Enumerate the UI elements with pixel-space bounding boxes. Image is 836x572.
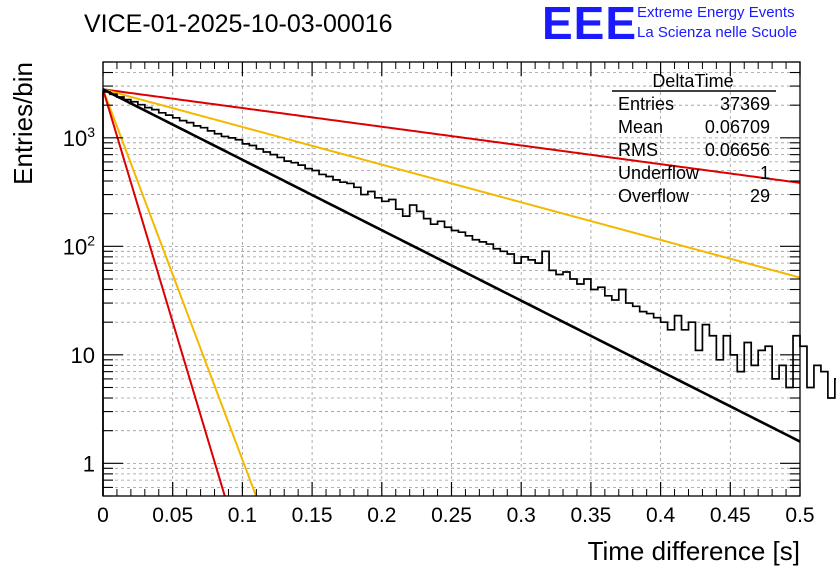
chart-title: VICE-01-2025-10-03-00016 <box>84 10 393 38</box>
x-axis-label: Time difference [s] <box>588 536 800 566</box>
upper-band-red-curve <box>102 88 801 184</box>
stats-label-underflow: Underflow <box>618 163 700 183</box>
x-tick-label: 0.05 <box>152 504 193 527</box>
y-tick-label: 103 <box>63 124 95 151</box>
x-tick-label: 0.35 <box>570 504 611 527</box>
x-tick-label: 0.2 <box>367 504 396 527</box>
stats-label-mean: Mean <box>618 117 663 137</box>
stats-label-rms: RMS <box>618 140 658 160</box>
stats-label-overflow: Overflow <box>618 186 690 206</box>
histogram <box>102 91 836 496</box>
x-tick-label: 0.25 <box>431 504 472 527</box>
stats-value-rms: 0.06656 <box>705 140 770 160</box>
fit-curve <box>102 88 801 443</box>
x-tick-label: 0.1 <box>228 504 257 527</box>
y-axis-label: Entries/bin <box>8 62 38 185</box>
logo-subtitle-1: Extreme Energy Events <box>637 4 795 21</box>
axes: 0 0.05 0.1 0.15 0.2 0.25 0.3 0.35 0.4 0.45 0.5 1 10 1… <box>63 61 815 527</box>
histogram-outline <box>102 91 836 496</box>
y-tick-label: 1 <box>83 451 95 476</box>
x-tick-label: 0.4 <box>646 504 676 527</box>
fit-curve <box>102 88 801 443</box>
stats-value-mean: 0.06709 <box>705 117 770 137</box>
lower-band-red-curve <box>102 89 226 497</box>
stats-value-entries: 37369 <box>720 94 770 114</box>
stats-title: DeltaTime <box>652 71 733 91</box>
stats-value-overflow: 29 <box>750 186 770 206</box>
lower-band-yellow-curve <box>102 88 258 497</box>
y-tick-label: 102 <box>63 232 95 259</box>
stats-label-entries: Entries <box>618 94 674 114</box>
x-tick-label: 0.3 <box>507 504 536 527</box>
stats-box: DeltaTime Entries 37369 Mean 0.06709 RMS… <box>612 71 776 206</box>
x-tick-label: 0.15 <box>292 504 333 527</box>
y-tick-label: 10 <box>71 343 95 368</box>
x-tick-label: 0.45 <box>710 504 751 527</box>
band-curves <box>102 88 801 497</box>
eee-logo: EEE <box>542 0 638 49</box>
logo-subtitle-2: La Scienza nelle Scuole <box>637 24 798 41</box>
x-tick-label: 0.5 <box>785 504 814 527</box>
upper-band-yellow-curve <box>102 88 801 279</box>
x-tick-label: 0 <box>97 504 109 527</box>
stats-value-underflow: 1 <box>760 163 770 183</box>
